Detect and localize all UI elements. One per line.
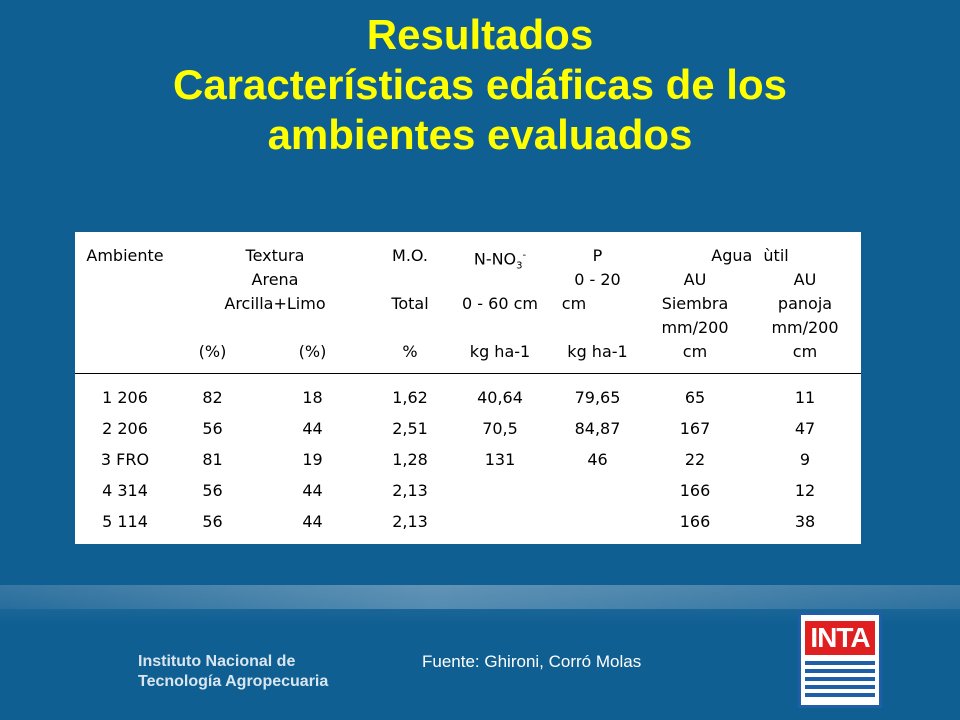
inta-logo-stripes	[805, 661, 875, 701]
table-row: 3 FRO 81 19 1,28 131 46 22 9	[75, 444, 861, 475]
cell-ambiente: 1 206	[102, 388, 148, 407]
header-unit-arena: (%)	[198, 342, 227, 361]
title-line-1: Resultados	[366, 11, 594, 58]
header-textura: Textura	[245, 246, 305, 265]
cell-arcilla-limo: 44	[302, 481, 323, 500]
header-agua-util: Agua ùtil	[711, 246, 789, 265]
cell-p	[555, 506, 640, 537]
cell-arcilla-limo: 44	[302, 419, 323, 438]
cell-mo: 1,28	[392, 450, 428, 469]
header-mo-total: Total	[391, 294, 429, 313]
cell-ambiente: 5 114	[102, 512, 148, 531]
cell-mo: 1,62	[392, 388, 428, 407]
cell-nno3: 131	[484, 450, 516, 469]
header-nno3-depth: 0 - 60 cm	[462, 294, 538, 313]
cell-p: 84,87	[574, 419, 621, 438]
inta-logo: INTA	[798, 612, 882, 708]
header-mo: M.O.	[392, 246, 428, 265]
header-au-siembra: AU Siembra mm/200 cm	[661, 270, 729, 361]
header-p-depth-1: 0 - 20	[574, 270, 621, 289]
slide-title: Resultados Características edáficas de l…	[0, 10, 960, 160]
title-line-2: Características edáficas de los	[172, 61, 787, 108]
header-p-depth-2: cm	[561, 294, 587, 313]
cell-arcilla-limo: 18	[302, 388, 323, 407]
cell-arcilla-limo: 44	[302, 512, 323, 531]
institute-line-2: Tecnología Agropecuaria	[138, 673, 329, 690]
cell-mo: 2,13	[392, 512, 428, 531]
institute-line-1: Instituto Nacional de	[138, 653, 296, 670]
nno3-subscript: 3	[516, 260, 523, 272]
cell-p: 79,65	[574, 388, 621, 407]
header-p: P	[592, 246, 603, 265]
institute-name: Instituto Nacional de Tecnología Agropec…	[138, 652, 328, 692]
cell-au-panoja: 11	[794, 388, 816, 407]
cell-au-panoja: 12	[794, 481, 816, 500]
cell-arena: 81	[202, 450, 223, 469]
cell-au-siembra: 167	[679, 419, 711, 438]
cell-p	[555, 475, 640, 506]
table-row: 5 114 56 44 2,13 166 38	[75, 506, 861, 537]
table-row: 2 206 56 44 2,51 70,5 84,87 167 47	[75, 413, 861, 444]
header-arcilla-limo: Arcilla+Limo	[224, 294, 326, 313]
header-ambiente: Ambiente	[86, 246, 164, 265]
header-unit-arcilla-limo: (%)	[298, 342, 327, 361]
title-line-3: ambientes evaluados	[267, 111, 693, 158]
cell-nno3: 40,64	[477, 388, 523, 407]
cell-ambiente: 4 314	[102, 481, 148, 500]
inta-logo-text: INTA	[805, 621, 875, 655]
cell-au-siembra: 166	[679, 512, 711, 531]
cell-nno3: 70,5	[482, 419, 518, 438]
cell-au-siembra: 166	[679, 481, 711, 500]
cell-arena: 56	[202, 512, 223, 531]
header-mo-unit: %	[402, 342, 418, 361]
cell-au-panoja: 47	[794, 419, 816, 438]
nno3-superscript: -	[522, 250, 527, 261]
cell-nno3	[445, 475, 555, 506]
header-arena: Arena	[251, 270, 299, 289]
cell-mo: 2,51	[392, 419, 428, 438]
header-nno3: N-NO3-	[445, 244, 555, 271]
cell-ambiente: 2 206	[102, 419, 148, 438]
header-separator	[75, 373, 861, 374]
cell-arcilla-limo: 19	[302, 450, 323, 469]
cell-mo: 2,13	[392, 481, 428, 500]
cell-arena: 82	[202, 388, 223, 407]
soil-characteristics-table: Ambiente Textura Arena Arcilla+Limo (%) …	[75, 232, 861, 544]
header-p-unit: kg ha-1	[567, 342, 628, 361]
cell-arena: 56	[202, 419, 223, 438]
cell-ambiente: 3 FRO	[100, 450, 150, 469]
cell-p: 46	[587, 450, 608, 469]
header-nno3-unit: kg ha-1	[469, 342, 531, 361]
nno3-base: N-NO	[473, 249, 517, 269]
header-au-panoja: AU panoja mm/200 cm	[771, 270, 839, 361]
cell-au-panoja: 9	[799, 450, 811, 469]
table-row: 4 314 56 44 2,13 166 12	[75, 475, 861, 506]
cell-au-siembra: 65	[684, 388, 706, 407]
cell-arena: 56	[202, 481, 223, 500]
cell-au-siembra: 22	[684, 450, 706, 469]
table-row: 1 206 82 18 1,62 40,64 79,65 65 11	[75, 382, 861, 413]
source-citation: Fuente: Ghironi, Corró Molas	[422, 652, 642, 671]
cell-au-panoja: 38	[794, 512, 816, 531]
cell-nno3	[445, 506, 555, 537]
